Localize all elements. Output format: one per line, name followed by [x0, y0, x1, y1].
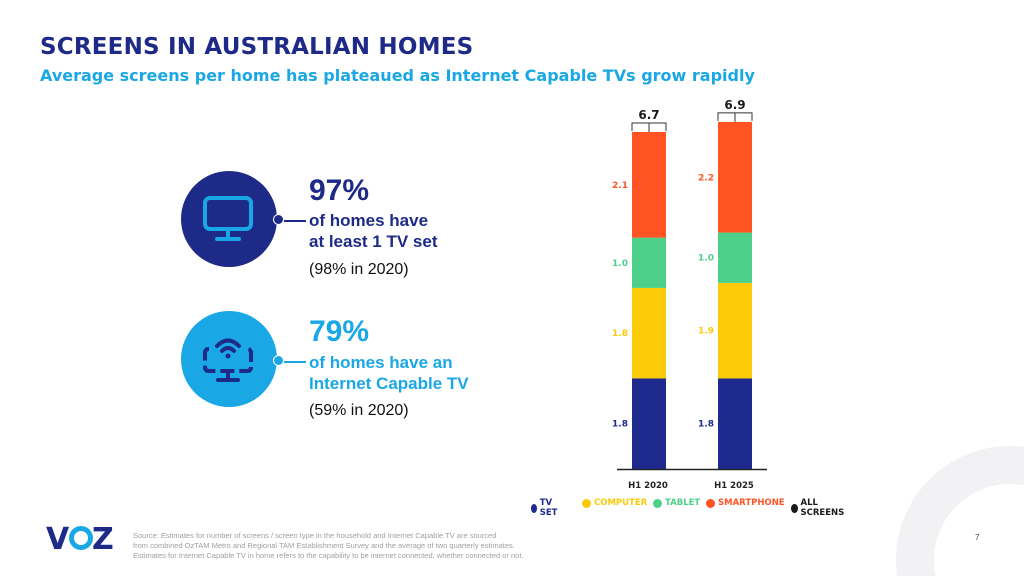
- legend-item: TABLET: [653, 498, 700, 508]
- connector-line: [284, 361, 306, 363]
- legend-label: ALL SCREENS: [800, 498, 845, 518]
- legend-dot-icon: [582, 498, 591, 508]
- legend-dot-icon: [653, 498, 662, 508]
- bar-segment-tv-set: [632, 378, 666, 469]
- data-label: 1.8: [698, 420, 714, 430]
- data-label: 1.0: [698, 254, 714, 264]
- connector-dot: [273, 355, 284, 366]
- data-label: 1.8: [612, 420, 628, 430]
- legend-item: TV SET: [531, 498, 561, 518]
- data-label: 1.8: [612, 329, 628, 339]
- internet-tv-icon: [203, 338, 253, 382]
- legend-label: SMARTPHONE: [718, 498, 785, 508]
- tv-stat-value: 97%: [309, 174, 370, 207]
- total-label: 6.9: [724, 98, 745, 112]
- connector-line: [284, 220, 306, 222]
- bar-segment-smartphone: [632, 131, 666, 238]
- legend-label: COMPUTER: [594, 498, 648, 508]
- internet-tv-stat-line2: Internet Capable TV: [309, 374, 469, 393]
- legend-dot-icon: [791, 503, 798, 513]
- bar-segment-smartphone: [718, 121, 752, 233]
- internet-tv-stat-value: 79%: [309, 315, 370, 348]
- bar-segment-tv-set: [718, 378, 752, 469]
- page-subtitle: Average screens per home has plateaued a…: [40, 66, 755, 85]
- legend-dot-icon: [531, 503, 537, 513]
- bar-segment-tablet: [632, 237, 666, 288]
- internet-tv-stat-line1: of homes have an: [309, 353, 453, 372]
- category-label: H1 2020: [628, 481, 668, 491]
- tv-stat-line1: of homes have: [309, 211, 429, 230]
- tv-stat-desc: of homes have at least 1 TV set: [309, 210, 438, 252]
- bar-segment-computer: [718, 282, 752, 379]
- tv-icon: [203, 196, 253, 241]
- tv-circle: [181, 171, 277, 267]
- legend-item: SMARTPHONE: [706, 498, 785, 508]
- bar-segment-computer: [632, 287, 666, 379]
- data-label: 2.1: [612, 181, 628, 191]
- data-label: 1.9: [698, 327, 714, 337]
- source-line: from combined OzTAM Metro and Regional T…: [133, 541, 515, 550]
- tv-stat-note: (98% in 2020): [309, 261, 409, 278]
- legend-label: TV SET: [539, 498, 558, 518]
- legend-dot-icon: [706, 498, 715, 508]
- total-label: 6.7: [638, 108, 659, 122]
- data-label: 1.0: [612, 259, 628, 269]
- source-note: Source: Estimates for number of screens …: [133, 531, 603, 561]
- source-line: Source: Estimates for number of screens …: [133, 531, 497, 540]
- svg-text:Z: Z: [92, 522, 114, 554]
- category-label: H1 2025: [714, 481, 754, 491]
- legend-item: ALL SCREENS: [791, 498, 847, 518]
- legend-label: TABLET: [665, 498, 701, 508]
- internet-tv-stat-desc: of homes have an Internet Capable TV: [309, 352, 469, 394]
- total-bracket: [631, 122, 667, 132]
- internet-tv-circle: [181, 311, 277, 407]
- total-bracket: [717, 112, 753, 122]
- page-number: 7: [975, 533, 980, 542]
- bar-segment-tablet: [718, 232, 752, 283]
- source-line: Estimates for Internet Capable TV in hom…: [133, 551, 524, 560]
- voz-logo: V Z: [46, 522, 116, 557]
- connector-dot: [273, 214, 284, 225]
- page-title: SCREENS IN AUSTRALIAN HOMES: [40, 34, 474, 60]
- legend-item: COMPUTER: [582, 498, 647, 508]
- internet-tv-stat-note: (59% in 2020): [309, 402, 409, 419]
- svg-text:V: V: [46, 522, 70, 554]
- tv-stat-line2: at least 1 TV set: [309, 232, 438, 251]
- data-label: 2.2: [698, 173, 714, 183]
